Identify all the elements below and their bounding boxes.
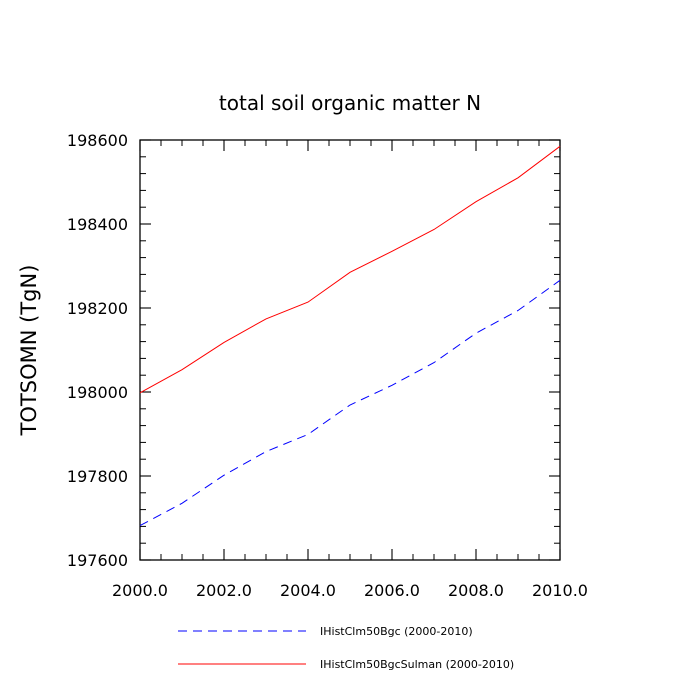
x-tick-label: 2006.0 (364, 581, 420, 600)
x-tick-label: 2002.0 (196, 581, 252, 600)
y-tick-label: 198400 (67, 215, 128, 234)
legend-label-2: IHistClm50BgcSulman (2000-2010) (320, 658, 514, 671)
legend-label-1: IHistClm50Bgc (2000-2010) (320, 625, 473, 638)
plot-axes: 2000.0 2002.0 2004.0 2006.0 2008.0 2010.0 1976… (67, 131, 588, 600)
y-tick-label: 198000 (67, 383, 128, 402)
y-axis-label: TOTSOMN (TgN) (17, 265, 41, 437)
chart-title: total soil organic matter N (219, 91, 481, 115)
x-tick-label: 2010.0 (532, 581, 588, 600)
series-lines (139, 145, 561, 527)
y-tick-label: 197800 (67, 467, 128, 486)
y-tick-label: 198200 (67, 299, 128, 318)
y-tick-label: 197600 (67, 551, 128, 570)
series-line-2 (139, 145, 561, 394)
series-line-1 (139, 279, 561, 527)
x-tick-label: 2008.0 (448, 581, 504, 600)
legend: IHistClm50Bgc (2000-2010) IHistClm50BgcSu… (178, 625, 514, 671)
x-tick-label: 2000.0 (112, 581, 168, 600)
y-tick-label: 198600 (67, 131, 128, 150)
x-tick-label: 2004.0 (280, 581, 336, 600)
plot-frame (139, 139, 561, 561)
